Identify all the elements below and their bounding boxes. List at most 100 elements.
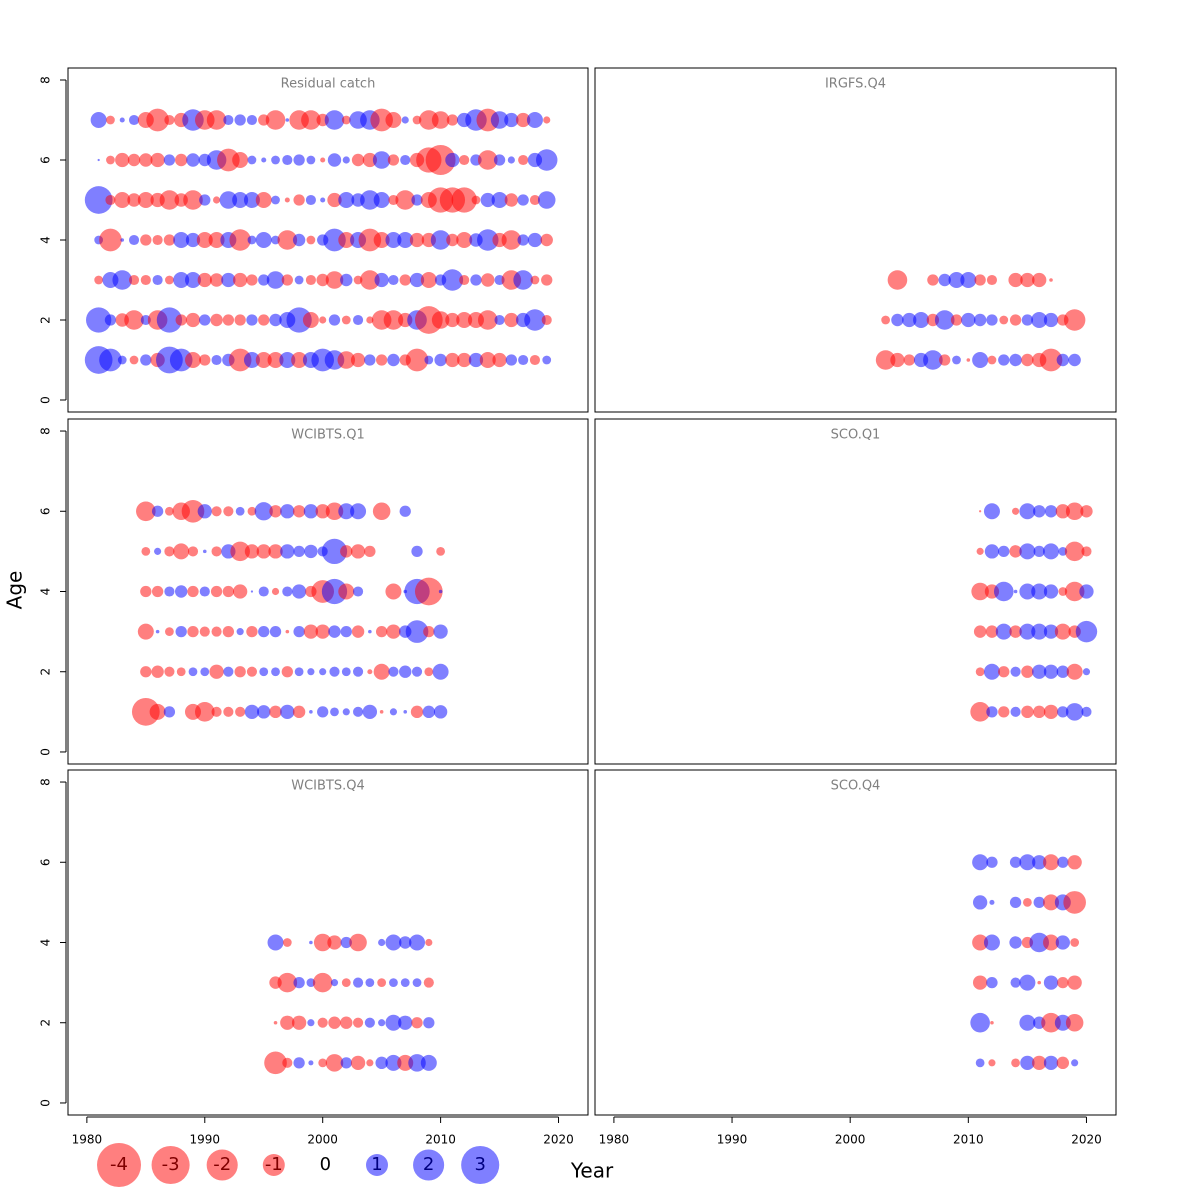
bubble — [972, 975, 988, 990]
bubble — [518, 354, 529, 366]
bubble — [420, 272, 437, 288]
bubble — [984, 544, 1000, 559]
bubble — [1065, 502, 1084, 521]
bubble — [187, 585, 199, 598]
bubble — [507, 156, 515, 164]
bubble — [405, 348, 429, 372]
legend-label: 1 — [371, 1154, 382, 1175]
bubble — [338, 583, 355, 600]
bubble — [353, 666, 364, 677]
bubble — [264, 1051, 287, 1075]
bubble — [163, 234, 176, 246]
bubble — [210, 585, 223, 598]
bubble — [518, 154, 529, 166]
bubble — [209, 273, 224, 287]
bubble — [324, 110, 345, 130]
bubble — [271, 667, 280, 677]
bubble — [385, 232, 402, 248]
bubble — [137, 623, 154, 640]
bubble — [211, 354, 222, 366]
panel-title: WCIBTS.Q1 — [291, 428, 365, 443]
bubble — [1019, 543, 1036, 560]
bubble — [305, 194, 316, 206]
bubble — [222, 625, 235, 638]
bubble — [254, 502, 273, 521]
bubble — [185, 312, 201, 328]
bubble — [1033, 505, 1046, 518]
bubble — [372, 502, 391, 521]
bubble — [342, 156, 350, 164]
bubble — [246, 274, 258, 286]
bubble — [247, 506, 257, 516]
bubble — [208, 232, 225, 248]
bubble — [399, 936, 412, 949]
bubble — [293, 625, 305, 638]
bubble — [471, 195, 481, 205]
bubble — [271, 235, 280, 245]
bubble — [973, 313, 987, 327]
bubble — [351, 625, 365, 638]
bubble — [527, 232, 543, 248]
bubble — [175, 314, 187, 326]
bubble — [175, 585, 188, 598]
bubble — [173, 543, 190, 560]
x-tick-label: 1990 — [190, 1133, 221, 1147]
bubble — [952, 355, 961, 365]
bubble — [84, 186, 113, 214]
bubble — [1080, 505, 1093, 518]
bubble — [223, 706, 234, 717]
bubble — [165, 627, 174, 636]
bubble — [222, 314, 235, 326]
bubble — [1057, 706, 1069, 718]
bubble — [230, 541, 250, 562]
bubble — [362, 704, 378, 720]
bubble — [1057, 856, 1069, 868]
bubble — [223, 666, 234, 677]
bubble — [431, 111, 450, 129]
bubble — [325, 502, 344, 521]
bubble — [412, 978, 422, 987]
x-tick-label: 2000 — [835, 1133, 866, 1147]
bubble — [1009, 856, 1022, 868]
bubble — [986, 706, 998, 718]
bubble — [399, 274, 411, 286]
bubble — [328, 1016, 341, 1029]
bubble — [983, 503, 1000, 520]
bubble — [328, 625, 341, 638]
y-tick-label: 6 — [39, 156, 53, 164]
bubble — [337, 351, 356, 369]
bubble — [389, 708, 398, 716]
bubble — [341, 978, 351, 987]
bubble — [340, 545, 353, 558]
bubble — [1056, 665, 1070, 678]
bubble — [1032, 272, 1047, 288]
bubble — [255, 192, 272, 208]
bubble — [986, 314, 998, 326]
bubble — [960, 272, 977, 288]
bubble — [913, 312, 930, 328]
bubble — [350, 503, 367, 520]
bubble — [517, 234, 529, 246]
bubble — [306, 235, 316, 245]
bubble — [273, 1020, 278, 1025]
bubble — [934, 310, 955, 330]
bubble — [494, 314, 505, 326]
bubble — [479, 352, 496, 368]
bubble — [1010, 666, 1021, 677]
bubble — [199, 314, 211, 326]
bubble — [97, 158, 100, 162]
bubble — [269, 625, 282, 638]
bubble — [188, 667, 198, 677]
panel-frame — [67, 769, 589, 1116]
bubble — [293, 1057, 305, 1069]
bubble — [353, 977, 364, 988]
bubble — [1043, 624, 1059, 639]
bubble — [389, 978, 398, 987]
bubble — [424, 667, 434, 677]
bubble — [105, 194, 116, 206]
bubble — [1068, 353, 1081, 367]
bubble — [151, 505, 164, 517]
bubble — [1021, 353, 1034, 367]
bubble — [330, 707, 339, 717]
bubble — [340, 936, 352, 949]
